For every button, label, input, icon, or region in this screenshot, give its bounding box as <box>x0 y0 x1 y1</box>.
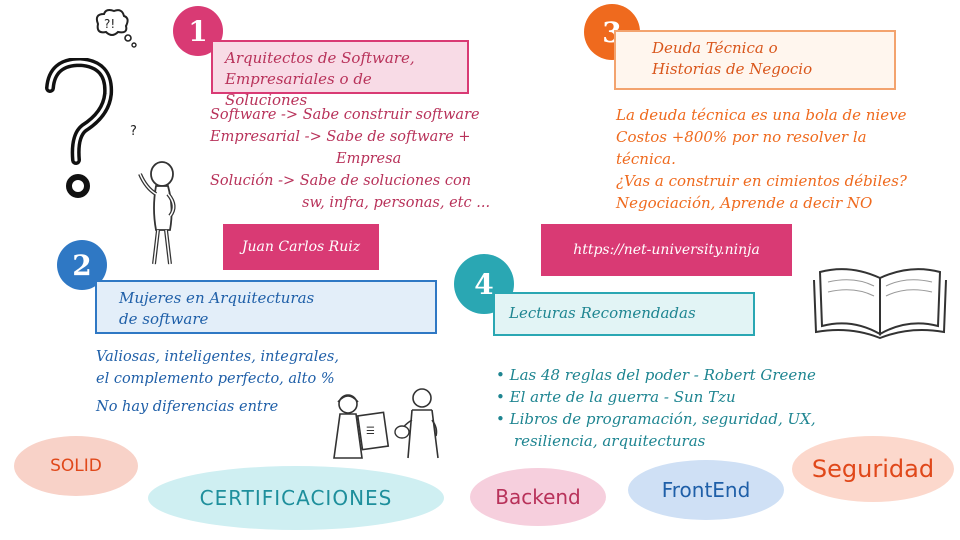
backend-pill: Backend <box>470 468 606 526</box>
section3-title-line2: Historias de Negocio <box>652 60 813 78</box>
section2-line: No hay diferencias entre <box>96 399 279 415</box>
website-link[interactable]: https://net-university.ninja <box>541 224 792 276</box>
section3-title-line1: Deuda Técnica o <box>652 39 778 57</box>
section1-line: sw, infra, personas, etc ... <box>302 195 491 211</box>
section3-line: técnica. <box>616 150 676 168</box>
section4-title: Lecturas Recomendadas <box>493 292 755 336</box>
section2-title-line1: Mujeres en Arquitecturas <box>119 289 315 307</box>
svg-text:?!: ?! <box>104 17 115 31</box>
section2-title: Mujeres en Arquitecturas de software <box>95 280 437 334</box>
section2-line: Valiosas, inteligentes, integrales, <box>96 349 339 365</box>
question-mark-icon <box>38 56 118 203</box>
section1-line: Solución -> Sabe de soluciones con <box>210 173 472 189</box>
solid-pill: SOLID <box>14 436 138 496</box>
section1-line: Software -> Sabe construir software <box>210 107 480 123</box>
section1-line: Empresarial -> Sabe de software + <box>210 129 471 145</box>
section3-line: La deuda técnica es una bola de nieve <box>616 106 907 124</box>
section1-title-line1: Arquitectos de Software, <box>225 49 415 67</box>
section1-body: Software -> Sabe construir software Empr… <box>210 104 490 214</box>
section1-line: Empresa <box>336 151 402 167</box>
section3-line: ¿Vas a construir en cimientos débiles? <box>616 172 907 190</box>
section2-body: Valiosas, inteligentes, integrales, el c… <box>96 346 339 418</box>
list-item: • Libros de programación, seguridad, UX, <box>496 410 816 428</box>
seguridad-pill: Seguridad <box>792 436 954 502</box>
section2-title-line2: de software <box>119 310 209 328</box>
open-book-icon <box>810 264 950 340</box>
section2-line: el complemento perfecto, alto % <box>96 371 335 387</box>
people-sketch-icon: ☰ <box>326 386 452 460</box>
section4-list: • Las 48 reglas del poder - Robert Green… <box>496 364 816 452</box>
svg-text:☰: ☰ <box>366 426 375 437</box>
section3-body: La deuda técnica es una bola de nieve Co… <box>616 104 907 214</box>
list-item: • El arte de la guerra - Sun Tzu <box>496 388 736 406</box>
section3-title: Deuda Técnica o Historias de Negocio <box>614 30 896 90</box>
thought-bubble-icon: ?! <box>92 8 142 50</box>
section1-title-line2: Empresariales o de Soluciones <box>225 70 372 109</box>
section1-title: Arquitectos de Software, Empresariales o… <box>211 40 469 109</box>
section3-line: Costos +800% por no resolver la <box>616 128 867 146</box>
small-question-mark: ? <box>130 124 137 139</box>
section3-line: Negociación, Aprende a decir NO <box>616 194 873 212</box>
frontend-pill: FrontEnd <box>628 460 784 520</box>
section4-title-text: Lecturas Recomendadas <box>509 304 696 322</box>
list-item: • Las 48 reglas del poder - Robert Green… <box>496 366 816 384</box>
certificaciones-pill: CERTIFICACIONES <box>148 466 444 530</box>
list-item-continuation: resiliencia, arquitecturas <box>514 432 706 450</box>
stick-figure-icon <box>130 160 190 268</box>
section1-number: 1 <box>173 6 223 56</box>
author-tag: Juan Carlos Ruiz <box>223 224 379 270</box>
